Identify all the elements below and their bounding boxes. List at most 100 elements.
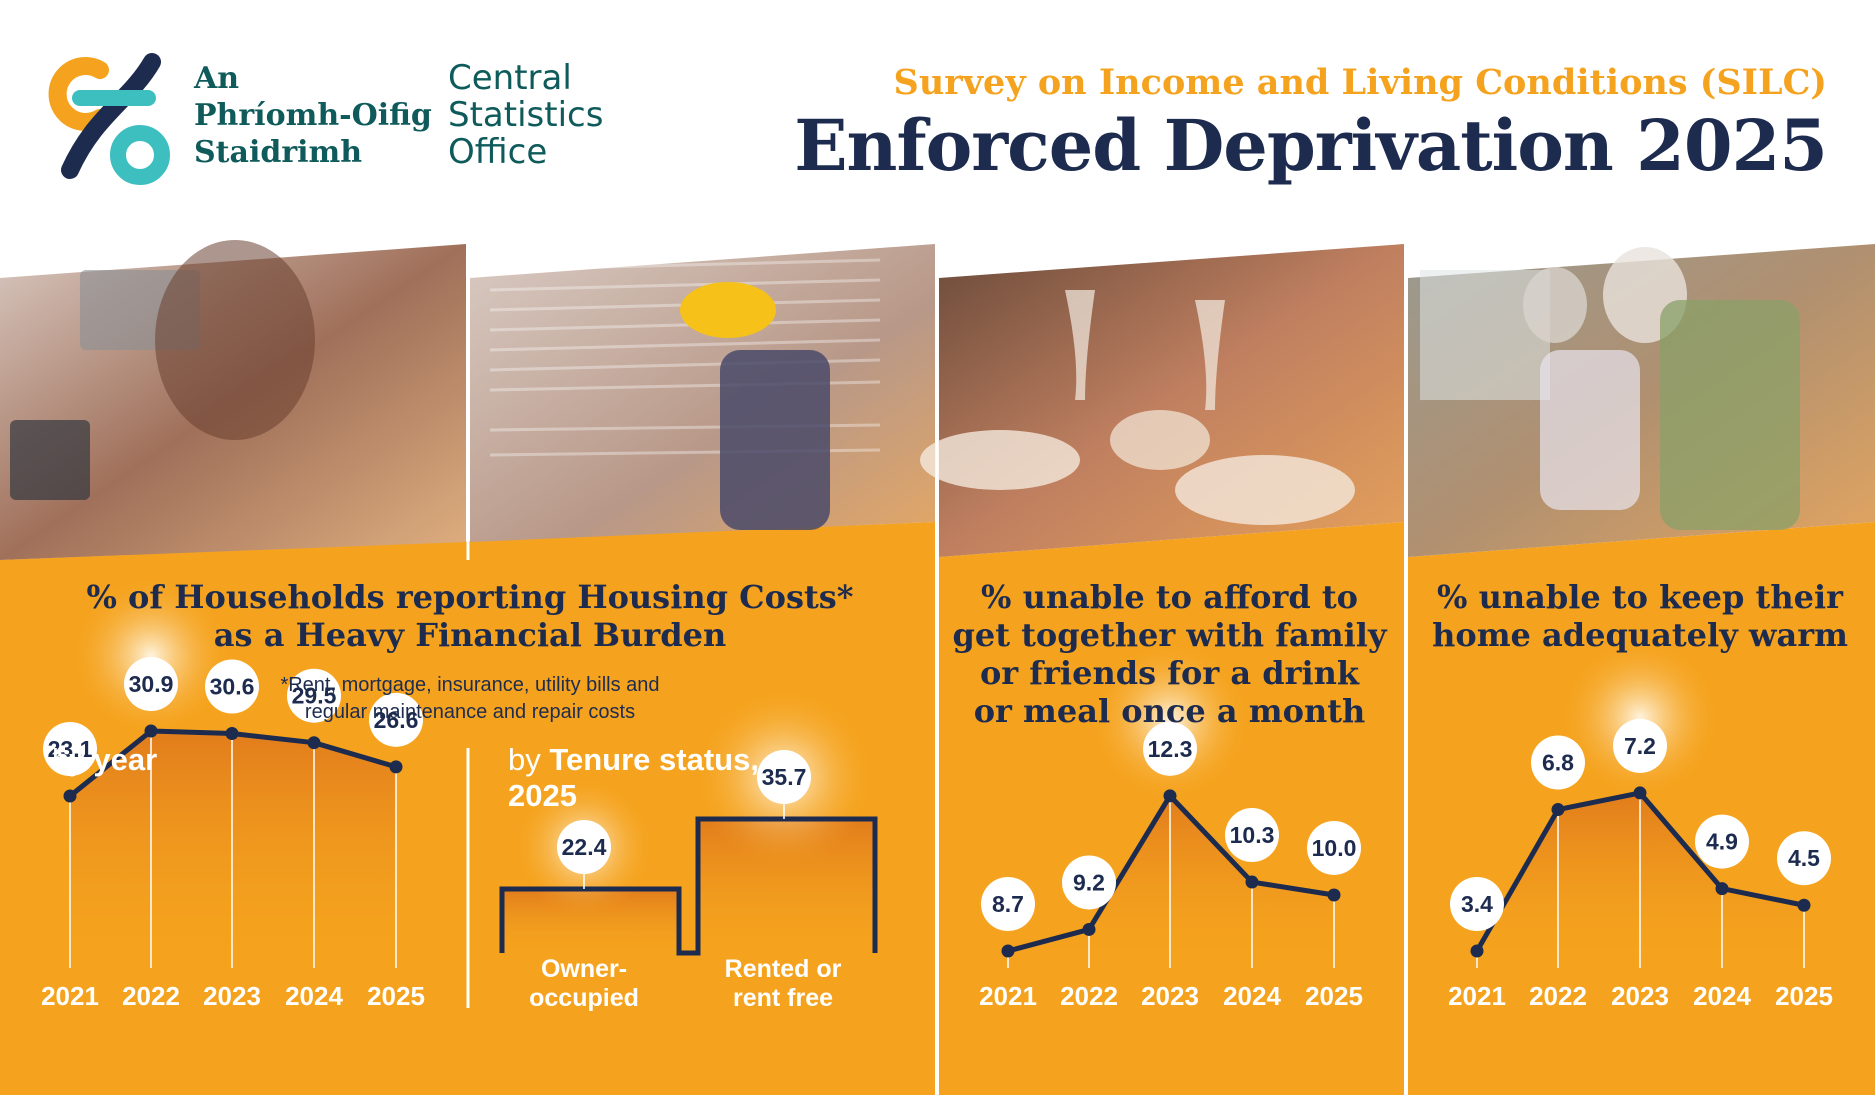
chart-area-fill (1008, 795, 1334, 960)
x-tick-label: 2023 (1141, 981, 1199, 1011)
data-label: 26.6 (374, 707, 419, 733)
data-point (389, 760, 403, 774)
data-point (63, 789, 77, 803)
by-tenure-bold: Tenure status, (549, 742, 759, 777)
by-tenure-year: 2025 (508, 778, 577, 813)
data-label: 35.7 (762, 764, 807, 790)
data-point (307, 736, 321, 750)
data-label: 7.2 (1624, 733, 1656, 759)
title-line: home adequately warm (1432, 616, 1848, 654)
title-line: % unable to keep their (1437, 578, 1843, 616)
value-bubble (757, 750, 811, 805)
note-line: regular maintenance and repair costs (304, 701, 636, 723)
x-tick-label: 2021 (41, 981, 99, 1011)
x-tick-label: 2022 (122, 981, 180, 1011)
brand-english-line: Statistics (448, 95, 604, 135)
brand-irish-line: An (194, 61, 240, 96)
brand-english-line: Office (448, 132, 548, 172)
x-tick-label: 2025 (1775, 981, 1833, 1011)
by-year-bold: year (93, 742, 158, 777)
x-tick-label: 2022 (1060, 981, 1118, 1011)
x-tick-label: 2021 (979, 981, 1037, 1011)
value-bubble (557, 820, 611, 874)
peak-glow (71, 576, 231, 737)
value-bubble (1450, 877, 1504, 931)
value-bubble (1062, 855, 1116, 910)
data-label: 3.4 (1461, 891, 1493, 917)
value-bubble (1695, 814, 1749, 869)
value-bubble (43, 722, 97, 776)
x-tick-label: 2024 (1693, 981, 1751, 1011)
data-point (144, 724, 158, 738)
value-bubble (1531, 735, 1585, 790)
data-point (1245, 875, 1259, 889)
value-bubble (1777, 831, 1831, 886)
value-bubble (1225, 808, 1279, 863)
brand-irish-name: An Phríomh-Oifig Staidrimh (194, 60, 432, 171)
brand-irish-line: Staidrimh (194, 135, 363, 170)
social-panel-title: % unable to afford to get together with … (952, 578, 1387, 730)
data-label: 23.1 (48, 736, 93, 762)
data-label: 4.5 (1788, 845, 1820, 871)
category-line: occupied (529, 984, 639, 1012)
category-line: Rented or (724, 955, 842, 983)
brand-english-name: Central Statistics Office (448, 60, 603, 171)
peak-glow (1560, 637, 1720, 798)
data-point (1633, 786, 1647, 800)
value-bubble (205, 659, 259, 714)
data-point (1551, 803, 1565, 817)
data-label: 29.5 (292, 683, 337, 709)
value-bubble (369, 692, 423, 747)
category-line: rent free (732, 984, 834, 1012)
value-bubble (1613, 718, 1667, 773)
data-point (1715, 882, 1729, 896)
data-label: 8.7 (992, 891, 1024, 917)
title-line: as a Heavy Financial Burden (213, 616, 727, 654)
tenure-category-rented: Rented or rent free (708, 955, 858, 1013)
x-tick-label: 2023 (1611, 981, 1669, 1011)
peak-glow (1090, 640, 1250, 801)
title-line: or meal once a month (973, 692, 1366, 730)
value-bubble (1307, 820, 1361, 875)
value-bubble (124, 657, 178, 712)
by-year-label: by year (52, 742, 157, 778)
cso-logo-icon (48, 53, 170, 185)
by-year-prefix: by (52, 742, 94, 777)
title-line: % of Households reporting Housing Costs* (86, 578, 854, 616)
value-bubble (287, 668, 341, 723)
title-line: % unable to afford to (981, 578, 1358, 616)
report-title: Enforced Deprivation 2025 (794, 104, 1828, 187)
data-label: 30.9 (129, 671, 174, 697)
data-label: 6.8 (1542, 750, 1574, 776)
data-point (1470, 944, 1484, 958)
note-line: *Rent, mortgage, insurance, utility bill… (280, 674, 660, 696)
data-point (225, 727, 239, 741)
by-tenure-prefix: by (508, 742, 550, 777)
data-label: 22.4 (562, 834, 607, 860)
x-tick-label: 2021 (1448, 981, 1506, 1011)
tenure-category-owner: Owner- occupied (509, 955, 659, 1013)
data-label: 30.6 (210, 674, 255, 700)
warmth-panel-title: % unable to keep their home adequately w… (1420, 578, 1860, 654)
x-tick-label: 2025 (367, 981, 425, 1011)
data-point (1082, 922, 1096, 936)
x-tick-label: 2023 (203, 981, 261, 1011)
data-point (1327, 888, 1341, 902)
x-tick-label: 2022 (1529, 981, 1587, 1011)
category-line: Owner- (540, 955, 628, 983)
brand-english-line: Central (448, 58, 572, 98)
x-tick-label: 2024 (285, 981, 343, 1011)
value-bubble (981, 877, 1035, 931)
data-label: 10.0 (1312, 835, 1357, 861)
x-tick-label: 2025 (1305, 981, 1363, 1011)
data-label: 10.3 (1230, 822, 1275, 848)
by-tenure-label: by Tenure status, 2025 (508, 742, 759, 814)
title-line: or friends for a drink (979, 654, 1360, 692)
data-point (1163, 789, 1177, 803)
brand-irish-line: Phríomh-Oifig (194, 98, 432, 133)
data-point (1797, 898, 1811, 912)
title-line: get together with family (952, 616, 1387, 654)
value-bubble (1143, 721, 1197, 776)
